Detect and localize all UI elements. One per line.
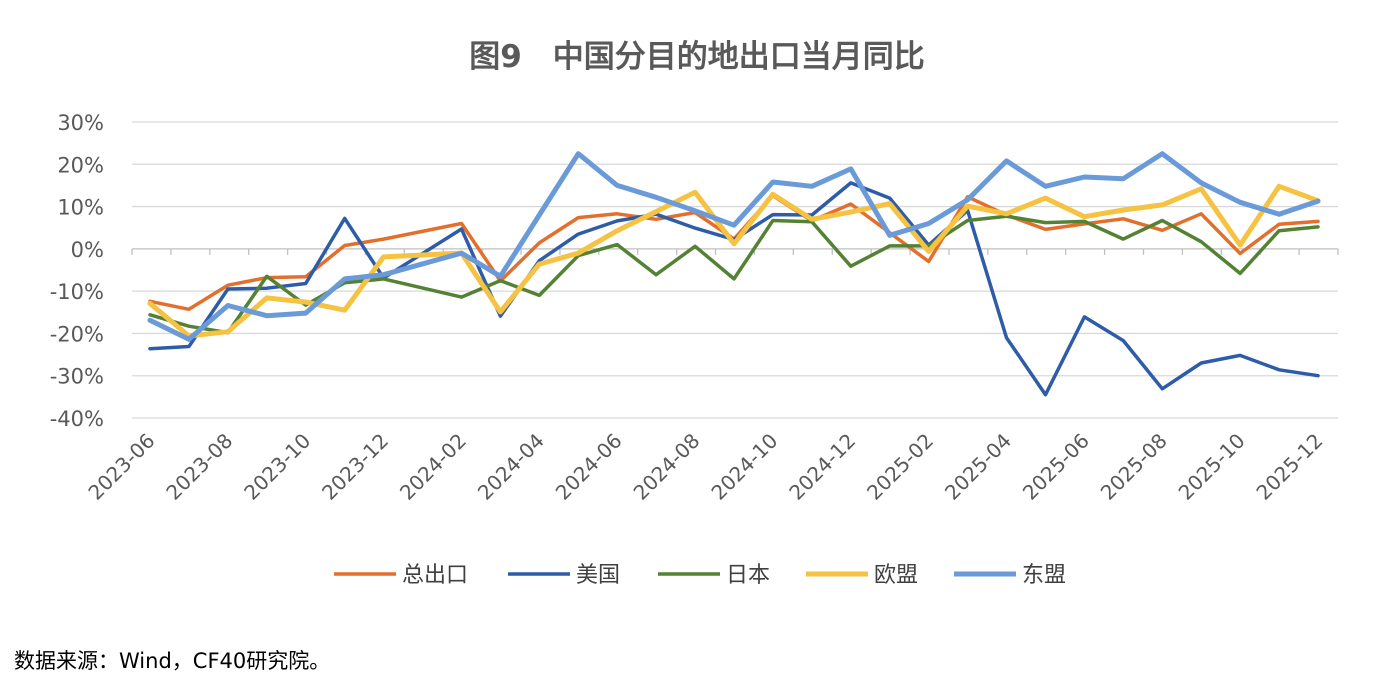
x-tick-label: 2023-10 [239,429,315,505]
series-lines [147,151,1321,397]
x-tick-label: 2025-02 [862,429,938,505]
x-tick-label: 2025-06 [1018,429,1094,505]
x-tick-label: 2024-06 [551,429,627,505]
x-tick-label: 2025-10 [1174,429,1250,505]
legend-label: 美国 [576,563,620,588]
y-tick-label: 10% [57,196,104,220]
source-note: 数据来源：Wind，CF40研究院。 [14,649,331,673]
y-tick-label: -40% [50,407,104,431]
chart-title: 图9 中国分目的地出口当月同比 [469,39,925,75]
x-tick-label: 2024-10 [706,429,782,505]
y-tick-label: 30% [57,111,104,135]
x-tick-label: 2025-12 [1251,429,1327,505]
legend: 总出口 美国 日本 欧盟 东盟 [334,563,1066,588]
y-tick-label: 0% [71,238,104,262]
x-tick-label: 2025-08 [1096,429,1172,505]
series-line-欧盟 [147,183,1321,339]
legend-label: 欧盟 [874,563,918,588]
legend-label: 日本 [726,563,770,588]
x-tick-label: 2024-04 [473,429,549,505]
x-tick-label: 2025-04 [940,429,1016,505]
y-tick-label: -30% [50,365,104,389]
y-axis-ticks: 30% 20% 10% 0% -10% -20% -30% -40% [50,111,104,431]
x-tick-label: 2024-02 [395,429,471,505]
legend-label: 总出口 [402,563,468,588]
series-line-美国 [148,181,1320,397]
x-tick-label: 2023-12 [317,429,393,505]
y-tick-label: 20% [57,153,104,177]
x-tick-label: 2023-06 [83,429,159,505]
x-axis [131,248,1339,255]
series-line-日本 [148,214,1320,335]
x-tick-label: 2023-08 [161,429,237,505]
legend-label: 东盟 [1022,563,1066,588]
x-tick-label: 2024-12 [784,429,860,505]
y-tick-label: -20% [50,322,104,346]
x-tick-label: 2024-08 [629,429,705,505]
series-line-东盟 [147,151,1321,342]
x-axis-ticks: 2023-06 2023-08 2023-10 2023-12 2024-02 2024-… [83,429,1327,505]
y-tick-label: -10% [50,280,104,304]
